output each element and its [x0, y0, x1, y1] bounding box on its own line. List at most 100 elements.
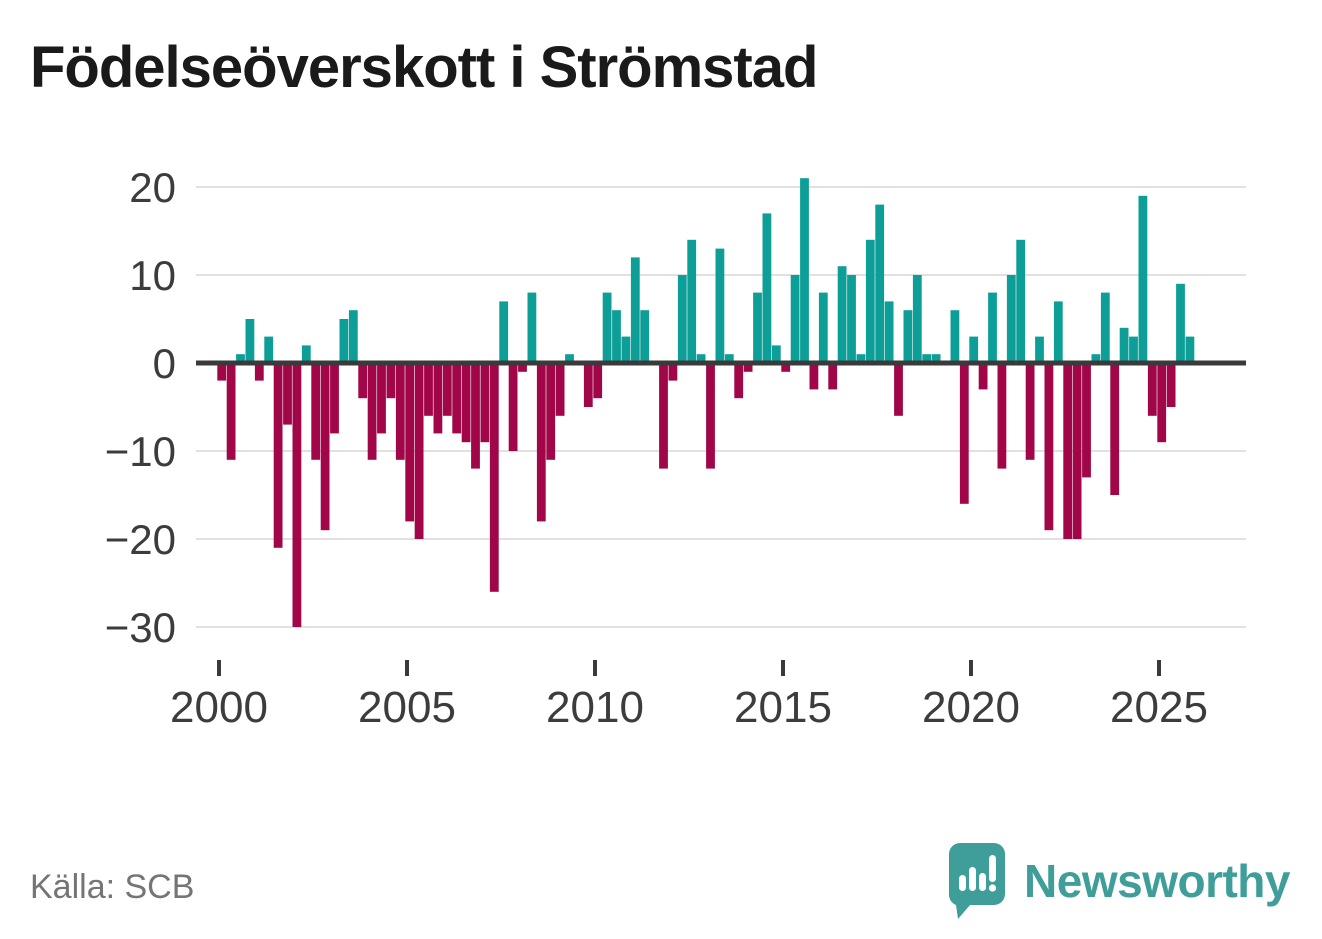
bar-2025Q3 — [1176, 283, 1185, 363]
bar-2012Q2 — [677, 275, 687, 363]
y-axis-label--30: −30 — [105, 604, 176, 651]
bar-2011Q2 — [640, 310, 650, 363]
bar-2012Q4 — [696, 354, 706, 363]
bar-2014Q3 — [762, 213, 772, 363]
bar-2018Q2 — [903, 310, 913, 363]
bar-2008Q3 — [536, 363, 546, 522]
bar-2008Q4 — [546, 363, 556, 460]
x-axis-label-2015: 2015 — [734, 683, 832, 732]
x-axis-label-2005: 2005 — [358, 683, 456, 732]
bar-2000Q3 — [236, 354, 245, 363]
bar-2001Q3 — [273, 363, 283, 548]
y-axis-label-20: 20 — [129, 164, 176, 211]
bar-2002Q1 — [292, 363, 302, 627]
newsworthy-logo-text: Newsworthy — [1024, 855, 1290, 907]
bar-2007Q3 — [499, 301, 509, 363]
bar-2023Q1 — [1082, 363, 1091, 478]
bar-2017Q1 — [856, 354, 866, 363]
bar-2003Q4 — [358, 363, 368, 399]
bar-2003Q1 — [330, 363, 339, 434]
bar-2016Q2 — [828, 363, 838, 390]
bar-2020Q4 — [997, 363, 1007, 469]
bar-2006Q4 — [471, 363, 480, 469]
bar-2013Q4 — [734, 363, 744, 399]
bar-2020Q1 — [969, 336, 979, 363]
bar-2022Q2 — [1053, 301, 1063, 363]
page-title: Födelseöverskott i Strömstad — [30, 35, 818, 100]
bar-2001Q4 — [283, 363, 292, 425]
bar-2009Q1 — [555, 363, 565, 416]
bar-2022Q4 — [1072, 363, 1082, 539]
bar-2020Q2 — [978, 363, 988, 390]
bar-2025Q4 — [1185, 336, 1195, 363]
bar-2000Q2 — [226, 363, 236, 460]
bar-2001Q2 — [264, 336, 274, 363]
bar-2007Q4 — [508, 363, 518, 451]
bar-2004Q3 — [386, 363, 396, 399]
x-axis-label-2020: 2020 — [922, 683, 1020, 732]
bar-2001Q1 — [254, 363, 264, 381]
bar-2022Q3 — [1063, 363, 1073, 539]
bar-2002Q2 — [301, 345, 311, 363]
bar-2024Q3 — [1138, 195, 1148, 363]
bar-2018Q3 — [912, 275, 922, 363]
bar-2000Q4 — [245, 319, 255, 363]
bar-2022Q1 — [1044, 363, 1054, 531]
y-axis-label-10: 10 — [129, 252, 176, 299]
bar-2024Q2 — [1129, 336, 1138, 363]
bar-2002Q3 — [311, 363, 321, 460]
bar-2021Q1 — [1006, 275, 1016, 363]
bar-2017Q4 — [884, 301, 894, 363]
bar-2008Q1 — [518, 363, 527, 372]
bar-2020Q3 — [988, 292, 997, 363]
bar-2018Q1 — [894, 363, 903, 416]
bar-2003Q2 — [339, 319, 349, 363]
bar-2007Q1 — [480, 363, 490, 443]
x-axis-label-2000: 2000 — [170, 683, 268, 732]
bar-2025Q1 — [1157, 363, 1167, 443]
bar-2006Q2 — [452, 363, 462, 434]
bar-2004Q1 — [367, 363, 377, 460]
bar-2006Q1 — [442, 363, 452, 416]
bar-2016Q1 — [818, 292, 828, 363]
bar-2013Q2 — [715, 248, 725, 363]
bar-2012Q3 — [687, 239, 697, 363]
bar-2003Q3 — [348, 310, 358, 363]
bar-2015Q3 — [800, 178, 809, 363]
bar-2016Q4 — [847, 275, 856, 363]
bar-2012Q1 — [668, 363, 678, 381]
bar-2004Q4 — [395, 363, 405, 460]
bar-2007Q2 — [489, 363, 499, 592]
bar-2021Q2 — [1016, 239, 1026, 363]
bar-2005Q4 — [433, 363, 443, 434]
y-axis-label-0: 0 — [153, 340, 176, 387]
bar-2023Q3 — [1100, 292, 1110, 363]
x-axis-label-2025: 2025 — [1110, 683, 1208, 732]
newsworthy-logo-icon — [949, 843, 1006, 919]
bar-2019Q4 — [959, 363, 969, 504]
bar-2009Q2 — [565, 354, 574, 363]
bar-2015Q4 — [809, 363, 819, 390]
bar-2021Q3 — [1025, 363, 1035, 460]
bar-2017Q2 — [865, 239, 875, 363]
source-note: Källa: SCB — [30, 868, 195, 906]
bar-2015Q1 — [781, 363, 791, 372]
bar-2010Q2 — [602, 292, 612, 363]
bar-2015Q2 — [790, 275, 800, 363]
bar-2021Q4 — [1035, 336, 1044, 363]
bar-2013Q3 — [724, 354, 734, 363]
bar-2010Q4 — [621, 336, 631, 363]
bar-2005Q1 — [405, 363, 415, 522]
bar-2008Q2 — [527, 292, 537, 363]
bar-2014Q4 — [771, 345, 781, 363]
bar-2023Q2 — [1091, 354, 1101, 363]
bar-2024Q1 — [1119, 327, 1129, 363]
bar-2000Q1 — [217, 363, 227, 381]
bar-2010Q1 — [593, 363, 603, 399]
bar-2018Q4 — [922, 354, 932, 363]
y-axis-label--10: −10 — [105, 428, 176, 475]
bar-2005Q2 — [414, 363, 424, 539]
bar-2004Q2 — [377, 363, 386, 434]
